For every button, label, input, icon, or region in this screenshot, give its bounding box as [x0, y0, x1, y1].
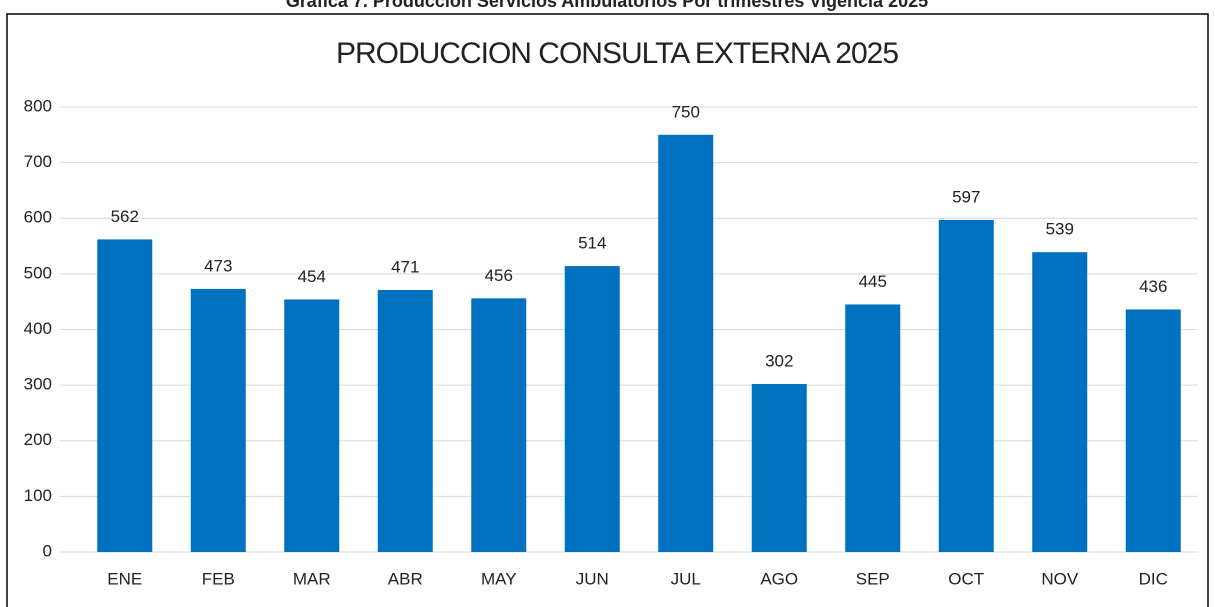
- y-tick-label: 400: [24, 319, 52, 338]
- x-tick-label: ENE: [107, 569, 142, 588]
- bar: [97, 239, 153, 552]
- y-tick-label: 100: [24, 486, 52, 505]
- x-tick-label: NOV: [1041, 569, 1079, 588]
- data-label: 514: [578, 234, 606, 253]
- x-tick-label: MAY: [481, 569, 517, 588]
- bar: [751, 384, 807, 552]
- data-label: 302: [765, 351, 793, 370]
- y-tick-label: 800: [24, 96, 52, 115]
- x-tick-label: AGO: [760, 569, 798, 588]
- bar: [377, 290, 433, 552]
- bar: [471, 298, 527, 552]
- caption: Gráfica 7. Producción Servicios Ambulato…: [286, 0, 928, 11]
- chart-title: PRODUCCION CONSULTA EXTERNA 2025: [336, 37, 898, 70]
- data-label: 471: [391, 257, 419, 276]
- bar: [938, 219, 994, 552]
- x-tick-label: JUN: [576, 569, 609, 588]
- bar: [1032, 252, 1088, 552]
- y-tick-label: 200: [24, 430, 52, 449]
- data-label: 597: [952, 187, 980, 206]
- y-tick-label: 0: [43, 541, 52, 560]
- bar: [658, 134, 714, 552]
- x-tick-label: ABR: [388, 569, 423, 588]
- x-tick-label: JUL: [671, 569, 701, 588]
- bar: [564, 266, 620, 552]
- x-tick-label: FEB: [202, 569, 235, 588]
- x-tick-label: OCT: [948, 569, 984, 588]
- bar: [190, 288, 246, 552]
- x-tick-label: DIC: [1139, 569, 1168, 588]
- data-label: 750: [672, 102, 700, 121]
- x-tick-label: MAR: [293, 569, 331, 588]
- data-label: 456: [485, 266, 513, 285]
- y-tick-label: 700: [24, 152, 52, 171]
- data-label: 473: [204, 256, 232, 275]
- y-tick-label: 600: [24, 208, 52, 227]
- y-tick-label: 300: [24, 375, 52, 394]
- x-tick-label: SEP: [856, 569, 890, 588]
- bar: [845, 304, 901, 552]
- data-label: 454: [298, 267, 326, 286]
- bar: [1125, 309, 1181, 552]
- bar: [284, 299, 340, 552]
- data-label: 539: [1046, 220, 1074, 239]
- data-label: 445: [859, 272, 887, 291]
- data-label: 436: [1139, 277, 1167, 296]
- y-tick-label: 500: [24, 263, 52, 282]
- data-label: 562: [111, 207, 139, 226]
